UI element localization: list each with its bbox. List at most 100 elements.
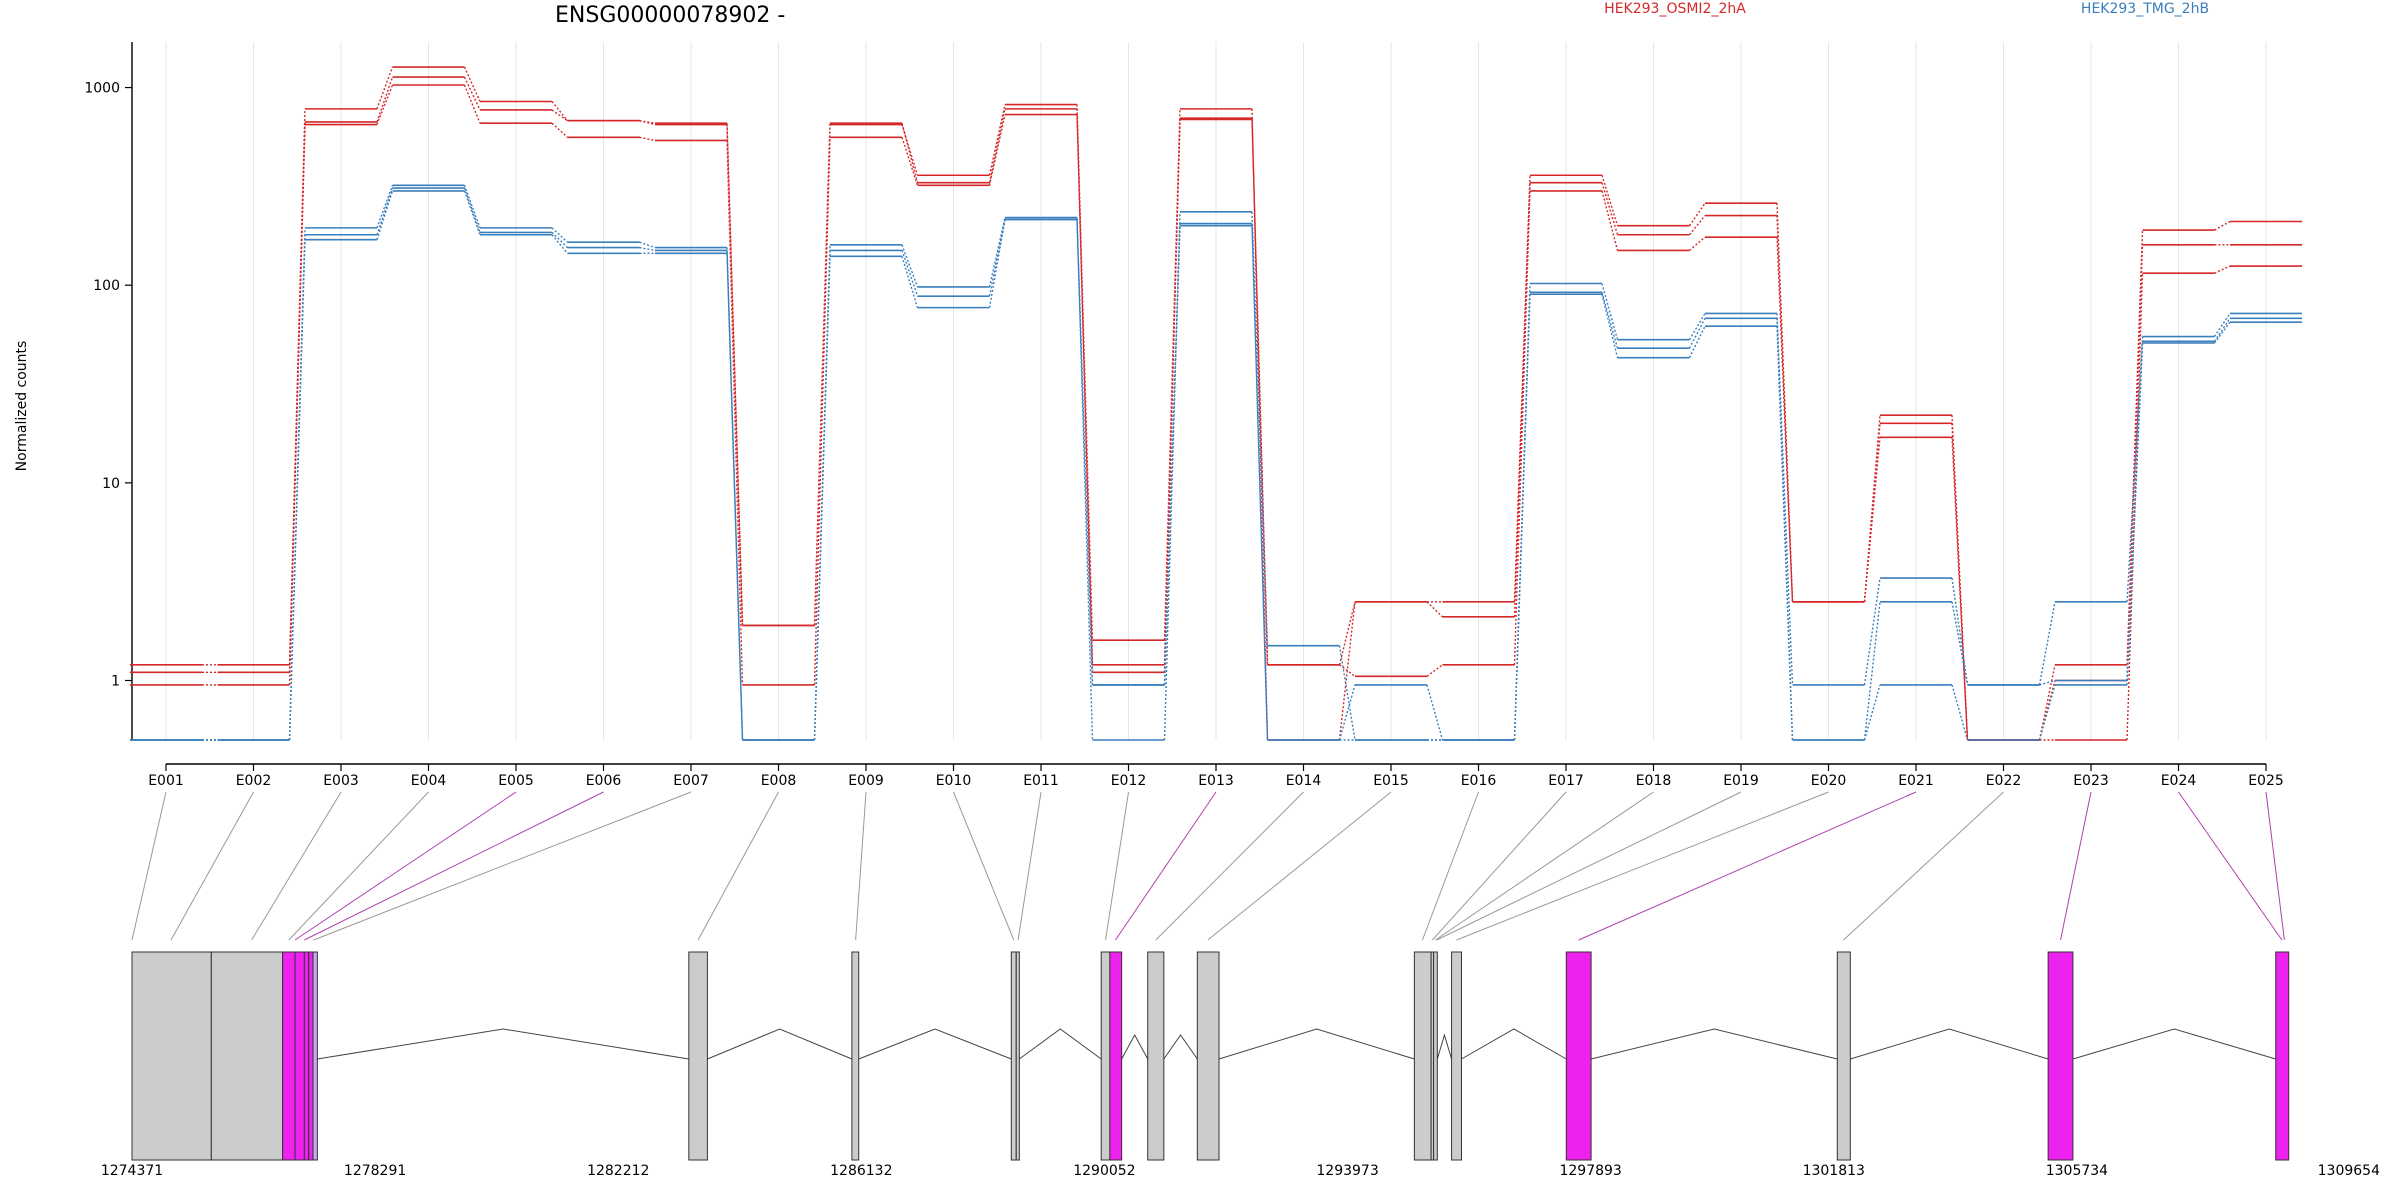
link-e022	[1843, 791, 2004, 941]
series-0-connector-9	[988, 104, 1006, 176]
legend-label-osmi2: HEK293_OSMI2_2hA	[1604, 1, 1746, 17]
x-tick-label-e012: E012	[1111, 773, 1147, 789]
link-e006	[304, 791, 604, 941]
genomic-label-1286132: 1286132	[830, 1163, 892, 1179]
gene-model	[131, 951, 2290, 1161]
intron-17	[1436, 1033, 1453, 1060]
exon-box-1	[210, 951, 284, 1161]
link-e003	[251, 791, 342, 941]
series-1-connector-14	[1426, 601, 1443, 618]
exon-box-3	[294, 951, 305, 1161]
x-tick-label-e016: E016	[1461, 773, 1497, 789]
genomic-label-1305734: 1305734	[2046, 1163, 2108, 1179]
series-2-connector-2	[376, 84, 394, 125]
x-tick-label-e015: E015	[1373, 773, 1409, 789]
series-4-connector-16	[1601, 292, 1619, 349]
series-2-connector-13	[1339, 664, 1356, 677]
series-4-connector-5	[639, 246, 656, 252]
link-e010	[953, 791, 1015, 941]
link-e011	[1017, 791, 1042, 941]
exon-box-17	[1433, 951, 1438, 1161]
series-3-connector-12	[1251, 211, 1269, 646]
exon-box-2	[282, 951, 296, 1161]
series-1-connector-8	[901, 123, 919, 183]
exon-box-19	[1565, 951, 1592, 1161]
genomic-label-1290052: 1290052	[1073, 1163, 1135, 1179]
x-tick-label-e001: E001	[148, 773, 184, 789]
series-5-connector-15	[1513, 294, 1531, 741]
series-5-connector-8	[901, 256, 919, 308]
series-5-connector-17	[1688, 325, 1706, 358]
x-tick-label-e024: E024	[2161, 773, 2197, 789]
x-axis-ticks: E001 E002 E003 E004 E005 E006 E007 E008 E009 E010…	[148, 764, 2284, 789]
series-5-connector-18	[1776, 326, 1794, 741]
series-2-connector-18	[1776, 237, 1794, 602]
series-2-connector-6	[726, 140, 744, 685]
series-2-connector-19	[1863, 437, 1881, 602]
series-4-connector-3	[463, 187, 481, 233]
series-5-line	[130, 190, 2302, 741]
exon-box-20	[1836, 951, 1851, 1161]
series-4-connector-17	[1688, 317, 1706, 349]
genomic-label-1282212: 1282212	[587, 1163, 649, 1179]
intron-6	[317, 1028, 689, 1060]
intron-8	[858, 1028, 1012, 1060]
x-tick-label-e004: E004	[411, 773, 447, 789]
exon-box-14	[1196, 951, 1220, 1161]
series-3-connector-18	[1776, 313, 1794, 685]
link-e004	[288, 791, 429, 941]
x-tick-label-e010: E010	[936, 773, 972, 789]
x-tick-label-e017: E017	[1548, 773, 1584, 789]
genomic-label-1297893: 1297893	[1559, 1163, 1621, 1179]
series-2-connector-14	[1426, 664, 1443, 677]
series-5-connector-9	[988, 219, 1006, 308]
series-5-connector-10	[1076, 219, 1094, 685]
series-5-connector-16	[1601, 294, 1619, 358]
series-0-connector-16	[1601, 175, 1619, 226]
series-1-connector-2	[376, 76, 394, 123]
link-e002	[170, 791, 254, 941]
series-5-connector-21	[2038, 684, 2056, 741]
x-tick-label-e020: E020	[1811, 773, 1847, 789]
series-1-connector-10	[1076, 108, 1094, 665]
series-5-connector-23	[2213, 321, 2231, 344]
intron-18	[1461, 1028, 1567, 1060]
x-tick-label-e007: E007	[673, 773, 709, 789]
y-tick-label-1000: 1000	[84, 81, 120, 97]
series-4-connector-20	[1951, 601, 1969, 686]
link-e005	[294, 791, 517, 941]
intron-7	[707, 1028, 853, 1060]
link-e007	[313, 791, 692, 941]
series-0-connector-5	[639, 119, 656, 126]
series-0-connector-8	[901, 124, 919, 176]
series-5-connector-3	[463, 190, 481, 235]
series-2-connector-7	[813, 137, 831, 685]
x-tick-label-e021: E021	[1898, 773, 1934, 789]
series-3-connector-3	[463, 185, 481, 229]
series-0-connector-4	[551, 101, 569, 122]
exon-box-4	[303, 951, 310, 1161]
series-1-connector-5	[639, 119, 656, 124]
exon-box-6	[312, 951, 318, 1161]
intron-20	[1850, 1028, 2049, 1060]
series-3-connector-4	[551, 227, 568, 243]
series-2-connector-9	[988, 114, 1006, 186]
series-1-connector-13	[1338, 601, 1356, 666]
y-tick-label-1: 1	[111, 674, 120, 690]
series-2-connector-3	[463, 84, 481, 124]
series-0-connector-6	[726, 124, 744, 626]
link-e021	[1578, 791, 1917, 941]
series-2-connector-15	[1513, 190, 1531, 665]
genomic-label-1309654: 1309654	[2318, 1163, 2380, 1179]
series-4-connector-8	[901, 250, 919, 297]
y-tick-label-100: 100	[93, 278, 120, 294]
intron-12	[1121, 1033, 1149, 1060]
series-5-connector-12	[1251, 225, 1269, 741]
series-2-connector-10	[1076, 114, 1094, 673]
series-3-connector-16	[1601, 283, 1619, 340]
series-1-connector-9	[988, 108, 1006, 183]
vertical-gridlines	[165, 42, 2267, 740]
x-tick-label-e019: E019	[1723, 773, 1759, 789]
link-e016	[1421, 791, 1479, 941]
